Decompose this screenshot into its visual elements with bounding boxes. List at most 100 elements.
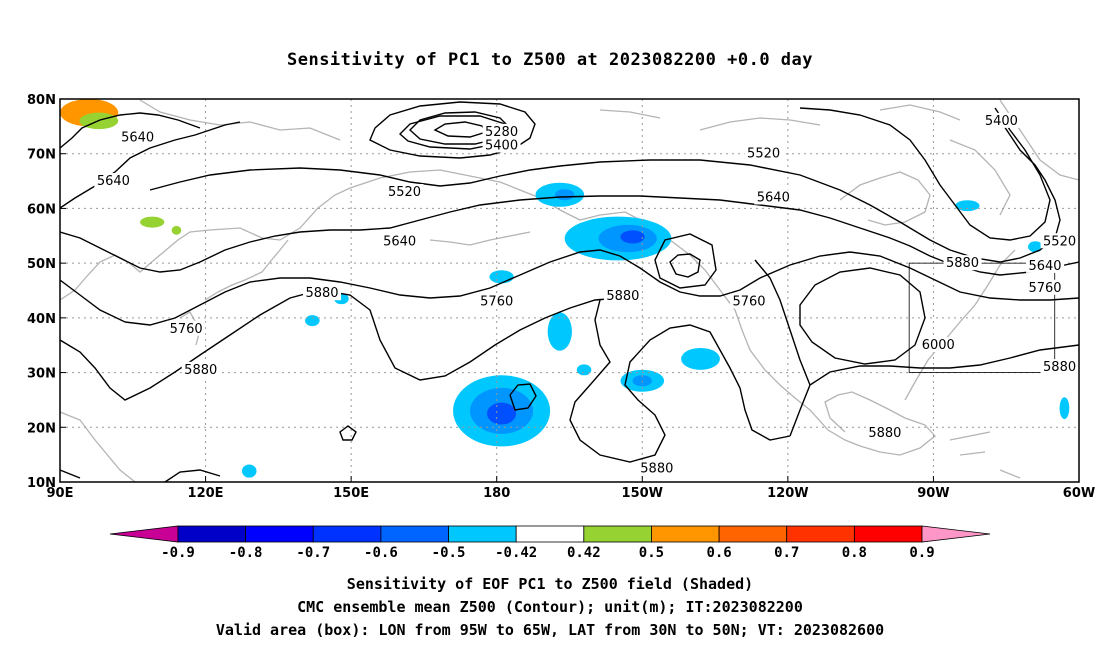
lon-tick-label-4: 150W: [622, 486, 663, 501]
contour-5640-west-lower: [60, 195, 1079, 276]
colorbar-level-3: -0.6: [364, 545, 398, 561]
contour-5400-ring: [369, 101, 536, 159]
contour-small-ring: [654, 233, 717, 289]
contour-label-bg-11: [167, 320, 206, 336]
arctic-coastline: [599, 104, 961, 131]
contour-label-11: 5760: [170, 322, 203, 337]
contour-label-2: 5280: [485, 125, 518, 140]
contour-5880-sw: [60, 469, 221, 482]
contour-label-bg-4: [982, 112, 1021, 128]
contour-small-low: [339, 383, 537, 441]
siberia-coastline: [139, 99, 341, 141]
contour-label-bg-0: [118, 129, 157, 145]
lon-tick-label-6: 90W: [917, 486, 949, 501]
contour-label-bg-2: [482, 123, 521, 139]
lat-tick-label-2: 30N: [27, 367, 56, 382]
contour-label-3: 5400: [485, 139, 518, 154]
caribbean-coastline: [949, 431, 1021, 479]
colorbar-level-1: -0.8: [229, 545, 263, 561]
colorbar-level-5: -0.42: [495, 545, 537, 561]
colorbar-box-1: [245, 525, 314, 543]
colorbar-box-10: [853, 525, 923, 543]
contour-6000-ring: [799, 267, 926, 365]
sensitivity-shading: [60, 99, 1070, 478]
colorbar-box-0: [177, 525, 247, 543]
lon-tick-label-3: 180: [483, 486, 510, 501]
contour-label-bg-9: [380, 233, 419, 249]
colorbar-level-2: -0.7: [296, 545, 330, 561]
shaded-region-8: [547, 312, 572, 351]
coastline-layer: [60, 99, 1079, 482]
contour-label-15: 5880: [305, 286, 338, 301]
contour-label-0: 5640: [121, 130, 154, 145]
contour-label-bg-1: [94, 173, 133, 189]
contour-label-9: 5640: [383, 234, 416, 249]
shaded-region-17: [305, 315, 320, 327]
contour-label-16: 5880: [184, 363, 217, 378]
contour-label-bg-8: [754, 189, 793, 205]
contour-label-17: 5880: [606, 289, 639, 304]
colorbar-level-11: 0.9: [909, 545, 934, 561]
contour-label-bg-14: [1026, 279, 1065, 295]
colorbar-level-8: 0.6: [706, 545, 731, 561]
contour-label-4: 5400: [985, 114, 1018, 129]
valid-area-box: [908, 262, 1056, 373]
shaded-region-13: [489, 270, 514, 284]
shaded-region-16: [1059, 397, 1070, 420]
map-axes: 90E 120E 150E 180 150W 120W 90W 60W 10N 20N 30N 40N…: [27, 93, 1095, 501]
map-frame: [59, 98, 1080, 483]
chart-title: Sensitivity of PC1 to Z500 at 2023082200…: [286, 50, 813, 70]
contour-label-bg-3: [482, 137, 521, 153]
lat-tick-label-1: 20N: [27, 421, 56, 436]
contour-label-bg-6: [744, 145, 783, 161]
contour-label-bg-16: [181, 361, 220, 377]
shaded-region-22: [140, 216, 165, 228]
colorbar-box-6: [583, 525, 652, 543]
colorbar-level-6: 0.42: [567, 545, 601, 561]
contour-label-bg-10: [1026, 257, 1065, 273]
colorbar-box-2: [312, 525, 382, 543]
contour-label-bg-19: [1040, 359, 1079, 375]
contour-label-bg-20: [865, 424, 904, 440]
contour-labels: 5640564052805400540055205520552056405640…: [94, 112, 1079, 476]
lat-tick-label-3: 40N: [27, 312, 56, 327]
shaded-region-23: [171, 225, 182, 235]
lon-tick-label-7: 60W: [1063, 486, 1095, 501]
colorbar-box-3: [380, 525, 449, 543]
colorbar-level-4: -0.5: [432, 545, 466, 561]
contour-label-7: 5520: [1043, 234, 1076, 249]
lat-tick-label-5: 60N: [27, 202, 56, 217]
shaded-region-4: [554, 189, 575, 201]
colorbar-low-tip: [109, 525, 179, 543]
contour-5400-east: [799, 107, 1051, 241]
shaded-region-7: [487, 402, 517, 425]
contour-5640-west: [60, 112, 241, 209]
contour-label-bg-12: [477, 293, 516, 309]
contour-label-1: 5640: [97, 174, 130, 189]
colorbar-box-9: [786, 525, 855, 543]
colorbar-box-7: [651, 525, 720, 543]
canada-coastline: [839, 139, 1011, 226]
contour-label-bg-5: [385, 184, 424, 200]
lon-tick-label-1: 120E: [188, 486, 224, 501]
contour-label-19: 5880: [1043, 360, 1076, 375]
contour-label-20: 5880: [868, 426, 901, 441]
shaded-region-2: [620, 230, 645, 244]
contour-label-18: 5880: [946, 256, 979, 271]
lon-tick-label-2: 150E: [333, 486, 369, 501]
lat-tick-label-4: 50N: [27, 257, 56, 272]
gridlines: [60, 99, 1079, 482]
lon-tick-label-0: 90E: [47, 486, 74, 501]
contour-5760: [60, 249, 1079, 326]
colorbar-level-7: 0.5: [639, 545, 664, 561]
contour-label-22: 6000: [922, 338, 955, 353]
contour-label-10: 5640: [1028, 259, 1061, 274]
central-america-coastline: [824, 391, 936, 456]
contour-5880-south: [569, 299, 791, 463]
shaded-region-11: [681, 347, 720, 370]
contour-label-bg-7: [1040, 233, 1079, 249]
japan-coastline: [204, 239, 289, 301]
contour-5520: [149, 119, 1061, 263]
contour-label-12: 5760: [480, 294, 513, 309]
lat-tick-label-7: 80N: [27, 93, 56, 108]
